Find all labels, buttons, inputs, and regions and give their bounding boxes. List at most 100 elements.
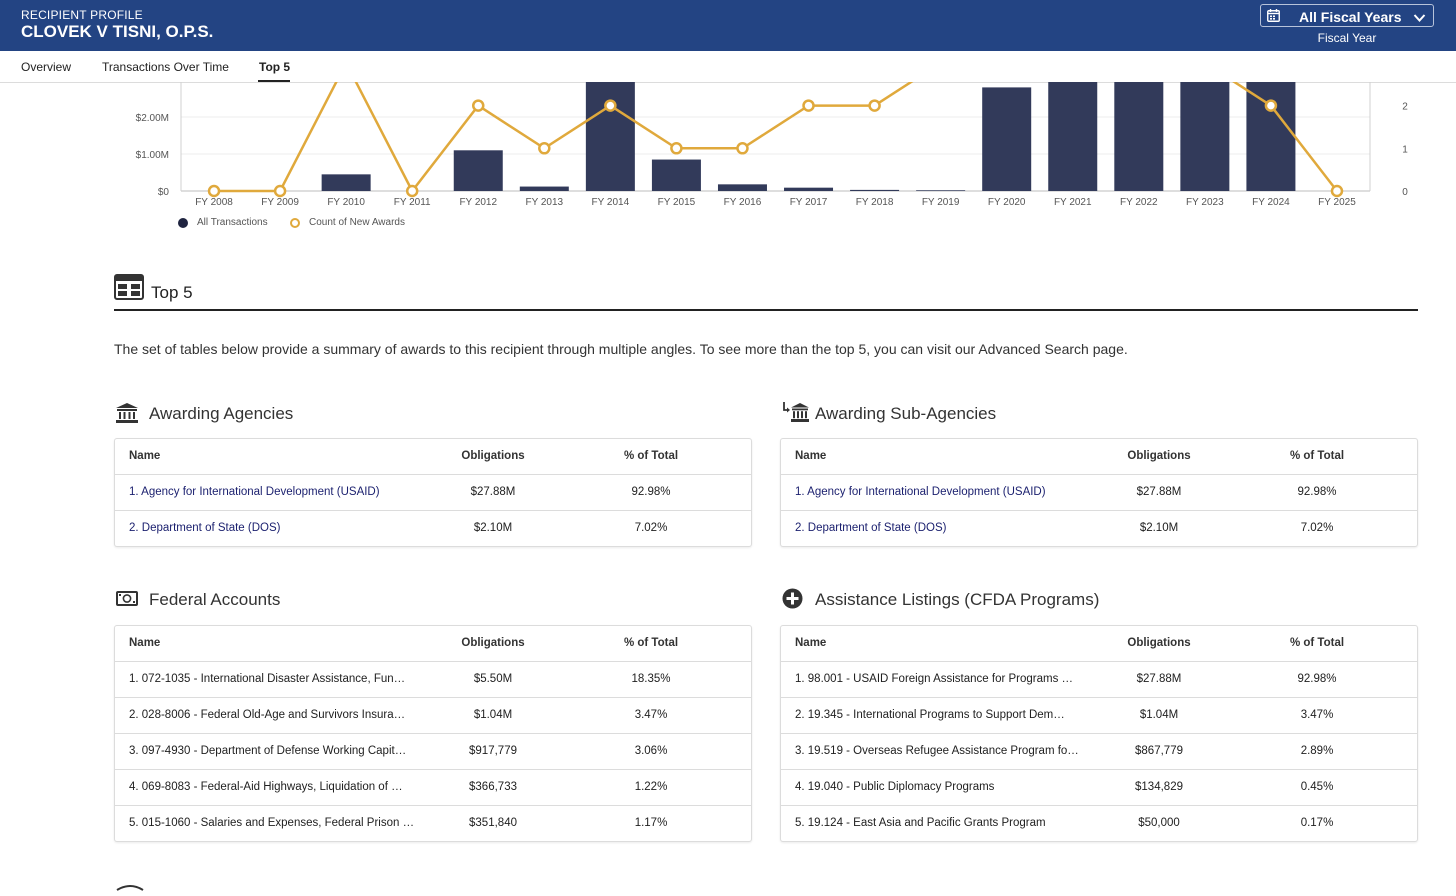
column-header-name[interactable]: Name (129, 637, 161, 649)
count-point-fy-2025[interactable] (1330, 184, 1344, 198)
column-header-obligations[interactable]: Obligations (1127, 450, 1191, 462)
assistance-listings-table: Name Obligations % of Total 1. 98.001 - … (780, 625, 1418, 842)
obligations-cell: $2.10M (473, 522, 513, 534)
bar-fy-2019[interactable] (916, 190, 966, 191)
y-right-tick-label: 0 (1402, 187, 1408, 198)
percent-cell: 3.47% (1300, 709, 1334, 721)
column-header-name[interactable]: Name (795, 637, 827, 649)
table-row: 5. 19.124 - East Asia and Pacific Grants… (781, 806, 1417, 841)
transactions-chart: FY 2008 FY 2009 FY 2010 FY 2011 FY 2012 FY 20… (136, 82, 1408, 208)
tab-overview[interactable]: Overview (21, 60, 72, 74)
x-tick-label: FY 2016 (724, 197, 762, 208)
section-divider (114, 309, 1418, 311)
column-header-percent[interactable]: % of Total (623, 450, 679, 462)
x-tick-label: FY 2023 (1186, 197, 1224, 208)
bar-fy-2013[interactable] (519, 186, 569, 191)
bar-fy-2018[interactable] (850, 189, 900, 191)
x-tick-label: FY 2019 (922, 197, 960, 208)
table-row: 2. 19.345 - International Programs to Su… (781, 698, 1417, 734)
tab-top-5[interactable]: Top 5 (259, 60, 291, 74)
percent-cell: 7.02% (1300, 522, 1334, 534)
x-tick-label: FY 2012 (459, 197, 497, 208)
column-header-obligations[interactable]: Obligations (461, 637, 525, 649)
subagency-link[interactable]: 2. Department of State (DOS) (795, 522, 947, 534)
table-row: 1. Agency for International Development … (781, 475, 1417, 511)
percent-cell: 0.45% (1300, 781, 1334, 793)
table-row: 2. Department of State (DOS) $2.10M 7.02… (115, 511, 751, 546)
subagency-link[interactable]: 1. Agency for International Development … (795, 486, 1046, 498)
x-tick-label: FY 2017 (790, 197, 828, 208)
table-row: 3. 19.519 - Overseas Refugee Assistance … (781, 734, 1417, 770)
column-header-name[interactable]: Name (129, 450, 161, 462)
count-point-fy-2014[interactable] (604, 99, 617, 112)
sub-bank-icon (782, 402, 810, 427)
bar-fy-2014[interactable] (585, 82, 635, 191)
count-line (214, 82, 1338, 194)
x-tick-label: FY 2020 (988, 197, 1026, 208)
table-row: 4. 19.040 - Public Diplomacy Programs $1… (781, 770, 1417, 806)
obligations-cell: $134,829 (1135, 781, 1183, 793)
obligations-cell: $27.88M (1136, 486, 1182, 498)
obligations-cell: $5.50M (473, 673, 513, 685)
table-row: 4. 069-8083 - Federal-Aid Highways, Liqu… (115, 770, 751, 806)
count-point-fy-2018[interactable] (868, 99, 881, 112)
column-header-percent[interactable]: % of Total (623, 637, 679, 649)
column-header-name[interactable]: Name (795, 450, 827, 462)
bar-fy-2023[interactable] (1180, 82, 1230, 191)
table-row: 2. Department of State (DOS) $2.10M 7.02… (781, 511, 1417, 546)
y-left-tick-label: $1.00M (136, 150, 169, 161)
bar-fy-2017[interactable] (784, 187, 834, 191)
obligations-cell: $27.88M (470, 486, 516, 498)
x-tick-label: FY 2024 (1252, 197, 1290, 208)
bar-fy-2024[interactable] (1246, 82, 1296, 191)
account-name-cell: 2. 028-8006 - Federal Old-Age and Surviv… (129, 709, 406, 721)
program-name-cell: 1. 98.001 - USAID Foreign Assistance for… (795, 673, 1074, 685)
percent-cell: 7.02% (634, 522, 668, 534)
percent-cell: 1.17% (634, 817, 668, 829)
count-point-fy-2009[interactable] (273, 184, 287, 198)
bar-fy-2021[interactable] (1048, 82, 1098, 191)
count-point-fy-2013[interactable] (538, 142, 551, 155)
bank-icon (116, 403, 138, 428)
bar-fy-2015[interactable] (651, 159, 701, 191)
bar-fy-2012[interactable] (453, 150, 503, 191)
account-name-cell: 1. 072-1035 - International Disaster Ass… (129, 673, 406, 685)
tab-transactions-over-time[interactable]: Transactions Over Time (102, 60, 229, 74)
column-header-percent[interactable]: % of Total (1289, 450, 1345, 462)
column-header-percent[interactable]: % of Total (1289, 637, 1345, 649)
bar-fy-2020[interactable] (982, 87, 1032, 191)
bar-fy-2022[interactable] (1114, 82, 1164, 191)
fiscal-year-select[interactable]: All Fiscal Years (1260, 4, 1434, 27)
table-row: 1. 072-1035 - International Disaster Ass… (115, 662, 751, 698)
bar-fy-2016[interactable] (717, 184, 767, 191)
column-header-obligations[interactable]: Obligations (1127, 637, 1191, 649)
legend-label: Count of New Awards (309, 217, 405, 228)
percent-cell: 3.47% (634, 709, 668, 721)
count-point-fy-2024[interactable] (1264, 99, 1278, 112)
x-tick-label: FY 2010 (327, 197, 365, 208)
percent-cell: 92.98% (631, 486, 671, 498)
header-subtitle: RECIPIENT PROFILE (21, 8, 143, 22)
table-row: 5. 015-1060 - Salaries and Expenses, Fed… (115, 806, 751, 841)
chevron-down-icon (1413, 10, 1426, 28)
count-point-fy-2015[interactable] (670, 142, 683, 155)
count-point-fy-2016[interactable] (736, 142, 749, 155)
y-right-tick-label: 1 (1402, 144, 1408, 155)
x-tick-label: FY 2013 (525, 197, 563, 208)
count-point-fy-2011[interactable] (405, 184, 419, 198)
legend-swatch (178, 218, 188, 228)
table-icon (114, 274, 144, 305)
count-point-fy-2008[interactable] (207, 184, 221, 198)
obligations-cell: $1.04M (473, 709, 513, 721)
agency-link[interactable]: 1. Agency for International Development … (129, 486, 380, 498)
program-name-cell: 5. 19.124 - East Asia and Pacific Grants… (795, 817, 1046, 829)
bar-fy-2010[interactable] (321, 174, 371, 191)
account-name-cell: 5. 015-1060 - Salaries and Expenses, Fed… (129, 817, 415, 829)
awarding-agencies-table: Name Obligations % of Total 1. Agency fo… (114, 438, 752, 547)
column-header-obligations[interactable]: Obligations (461, 450, 525, 462)
account-name-cell: 4. 069-8083 - Federal-Aid Highways, Liqu… (129, 781, 403, 793)
count-point-fy-2012[interactable] (472, 99, 485, 112)
count-point-fy-2017[interactable] (802, 99, 815, 112)
agency-link[interactable]: 2. Department of State (DOS) (129, 522, 281, 534)
y-left-tick-label: $0 (158, 187, 170, 198)
